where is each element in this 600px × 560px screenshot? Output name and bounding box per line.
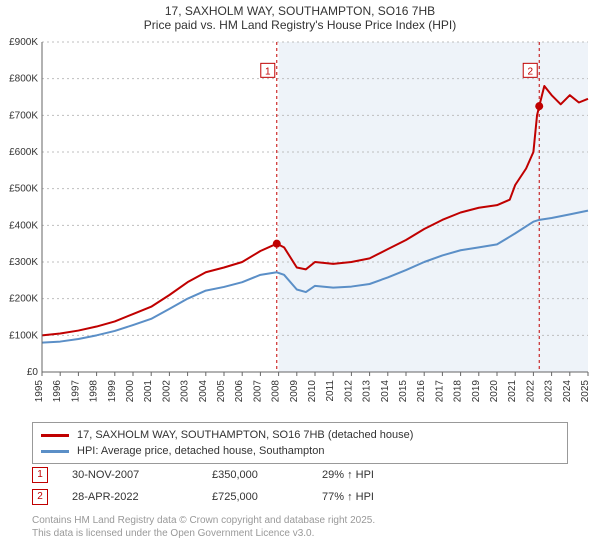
svg-text:2005: 2005 bbox=[216, 380, 227, 403]
svg-text:£900K: £900K bbox=[9, 37, 38, 48]
sale-date: 30-NOV-2007 bbox=[72, 469, 212, 481]
svg-text:2010: 2010 bbox=[307, 380, 318, 403]
sale-price: £350,000 bbox=[212, 469, 322, 481]
svg-text:2007: 2007 bbox=[252, 380, 263, 403]
chart-title-line1: 17, SAXHOLM WAY, SOUTHAMPTON, SO16 7HB bbox=[0, 4, 600, 18]
legend-item: 17, SAXHOLM WAY, SOUTHAMPTON, SO16 7HB (… bbox=[41, 427, 559, 443]
svg-text:£500K: £500K bbox=[9, 184, 38, 195]
svg-text:1: 1 bbox=[265, 66, 271, 77]
svg-text:2014: 2014 bbox=[380, 380, 391, 403]
svg-text:2022: 2022 bbox=[525, 380, 536, 403]
svg-text:2: 2 bbox=[527, 66, 533, 77]
svg-text:2001: 2001 bbox=[143, 380, 154, 403]
svg-text:2003: 2003 bbox=[180, 380, 191, 403]
sale-hpi-delta: 29% ↑ HPI bbox=[322, 469, 442, 481]
sale-hpi-delta: 77% ↑ HPI bbox=[322, 491, 442, 503]
svg-text:1997: 1997 bbox=[70, 380, 81, 403]
sale-row: 1 30-NOV-2007£350,00029% ↑ HPI bbox=[32, 464, 442, 486]
attribution-line1: Contains HM Land Registry data © Crown c… bbox=[32, 514, 375, 527]
svg-text:2019: 2019 bbox=[471, 380, 482, 403]
legend-label: 17, SAXHOLM WAY, SOUTHAMPTON, SO16 7HB (… bbox=[77, 429, 413, 441]
svg-text:£200K: £200K bbox=[9, 294, 38, 305]
svg-text:2025: 2025 bbox=[580, 380, 591, 403]
svg-text:2023: 2023 bbox=[544, 380, 555, 403]
svg-text:2020: 2020 bbox=[489, 380, 500, 403]
chart-title-block: 17, SAXHOLM WAY, SOUTHAMPTON, SO16 7HB P… bbox=[0, 0, 600, 34]
legend-swatch bbox=[41, 450, 69, 453]
svg-text:2004: 2004 bbox=[198, 380, 209, 403]
svg-text:£300K: £300K bbox=[9, 257, 38, 268]
sale-date: 28-APR-2022 bbox=[72, 491, 212, 503]
svg-text:2018: 2018 bbox=[453, 380, 464, 403]
svg-text:2016: 2016 bbox=[416, 380, 427, 403]
chart-area: £0 £100K £200K £300K £400K £500K £600K £700K £80… bbox=[0, 36, 600, 416]
legend-label: HPI: Average price, detached house, Sout… bbox=[77, 445, 324, 457]
svg-text:£800K: £800K bbox=[9, 74, 38, 85]
svg-text:£0: £0 bbox=[27, 367, 39, 378]
svg-text:2013: 2013 bbox=[362, 380, 373, 403]
sales-table: 1 30-NOV-2007£350,00029% ↑ HPI 2 28-APR-202… bbox=[32, 464, 442, 508]
chart-title-line2: Price paid vs. HM Land Registry's House … bbox=[0, 18, 600, 32]
svg-text:2011: 2011 bbox=[325, 380, 336, 402]
sale-price: £725,000 bbox=[212, 491, 322, 503]
sale-row: 2 28-APR-2022£725,00077% ↑ HPI bbox=[32, 486, 442, 508]
svg-text:1996: 1996 bbox=[52, 380, 63, 403]
legend-swatch bbox=[41, 434, 69, 437]
svg-text:2021: 2021 bbox=[507, 380, 518, 403]
line-chart: £0 £100K £200K £300K £400K £500K £600K £700K £80… bbox=[0, 36, 600, 416]
legend-item: HPI: Average price, detached house, Sout… bbox=[41, 443, 559, 459]
svg-text:2009: 2009 bbox=[289, 380, 300, 403]
legend: 17, SAXHOLM WAY, SOUTHAMPTON, SO16 7HB (… bbox=[32, 422, 568, 464]
svg-text:1995: 1995 bbox=[34, 380, 45, 403]
svg-text:2017: 2017 bbox=[434, 380, 445, 403]
svg-text:£600K: £600K bbox=[9, 147, 38, 158]
svg-text:2008: 2008 bbox=[271, 380, 282, 403]
svg-text:2012: 2012 bbox=[343, 380, 354, 403]
svg-text:£700K: £700K bbox=[9, 110, 38, 121]
svg-text:£400K: £400K bbox=[9, 220, 38, 231]
attribution-line2: This data is licensed under the Open Gov… bbox=[32, 527, 375, 540]
svg-text:£100K: £100K bbox=[9, 330, 38, 341]
svg-text:1998: 1998 bbox=[89, 380, 100, 403]
sale-marker: 2 bbox=[32, 489, 48, 505]
svg-text:2015: 2015 bbox=[398, 380, 409, 403]
attribution: Contains HM Land Registry data © Crown c… bbox=[32, 514, 375, 540]
svg-text:2000: 2000 bbox=[125, 380, 136, 403]
svg-text:2006: 2006 bbox=[234, 380, 245, 403]
svg-text:2002: 2002 bbox=[161, 380, 172, 403]
svg-text:2024: 2024 bbox=[562, 380, 573, 403]
svg-text:1999: 1999 bbox=[107, 380, 118, 403]
page: 17, SAXHOLM WAY, SOUTHAMPTON, SO16 7HB P… bbox=[0, 0, 600, 560]
sale-marker: 1 bbox=[32, 467, 48, 483]
